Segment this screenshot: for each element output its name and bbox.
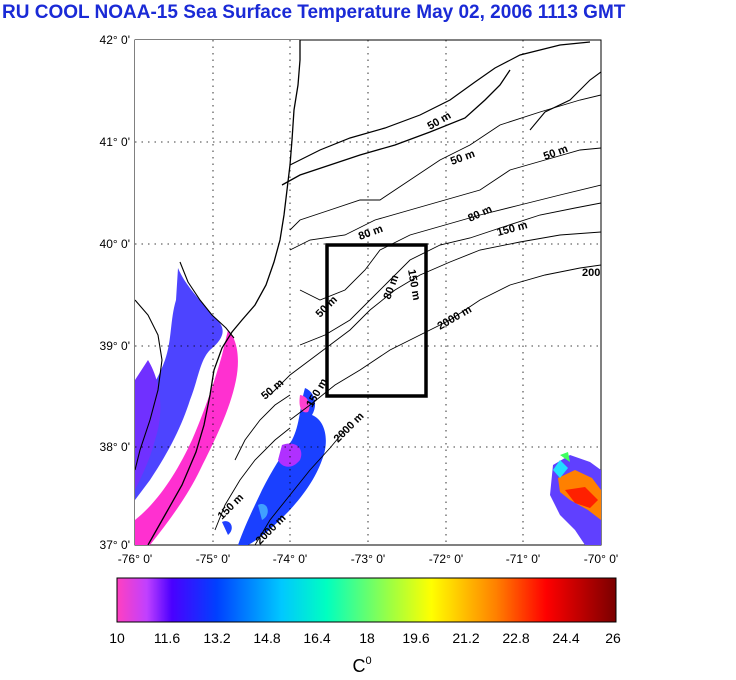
lon-label: -71° 0' — [506, 552, 540, 566]
map-title: RU COOL NOAA-15 Sea Surface Temperature … — [2, 2, 626, 23]
coastline — [147, 40, 301, 545]
sst-shelf-pink — [135, 330, 238, 545]
lat-label: 37° 0' — [100, 538, 130, 552]
sst-inner-bay — [135, 360, 161, 490]
lon-label: -74° 0' — [273, 552, 307, 566]
colorbar-tick: 14.8 — [253, 630, 280, 646]
sst-warm-green — [560, 452, 570, 462]
colorbar-tick: 24.4 — [552, 630, 579, 646]
lat-label: 39° 0' — [100, 339, 130, 353]
cape-cod-shore — [529, 71, 601, 131]
contour-80m — [299, 184, 601, 301]
lon-label: -75° 0' — [196, 552, 230, 566]
sst-purple-patch — [278, 443, 302, 467]
sst-cyan-patch — [258, 503, 268, 520]
contour-2000m-south — [254, 429, 346, 545]
colorbar-tick: 21.2 — [452, 630, 479, 646]
lat-label: 40° 0' — [100, 237, 130, 251]
colorbar-tick: 26 — [605, 630, 621, 646]
delaware-bay-shore — [179, 261, 235, 339]
contour-shelf-break — [269, 231, 601, 396]
long-island-shore — [281, 69, 511, 186]
contour-50m — [289, 147, 601, 251]
colorbar-tick: 22.8 — [502, 630, 529, 646]
new-england-shore — [289, 41, 591, 166]
lon-label: -72° 0' — [429, 552, 463, 566]
contour-label: 150 m — [405, 268, 422, 301]
sst-pink-patch — [299, 395, 310, 413]
contour-30m — [289, 94, 601, 231]
lat-label: 38° 0' — [100, 440, 130, 454]
colorbar-tick: 10 — [109, 630, 125, 646]
contour-2000m — [289, 264, 601, 421]
sst-warm-cyan — [553, 460, 568, 478]
colorbar-tick: 19.6 — [402, 630, 429, 646]
lon-label: -73° 0' — [351, 552, 385, 566]
lat-label: 41° 0' — [100, 135, 130, 149]
lon-label: -70° 0' — [584, 552, 618, 566]
lat-label: 42° 0' — [100, 33, 130, 47]
sst-warm-red — [565, 487, 598, 508]
study-area-box — [325, 243, 428, 398]
sst-small-patch — [222, 521, 232, 535]
colorbar — [116, 577, 617, 623]
colorbar-ticks: 10 11.6 13.2 14.8 16.4 18 19.6 21.2 22.8… — [109, 630, 621, 646]
colorbar-tick: 18 — [359, 630, 375, 646]
colorbar-tick: 11.6 — [154, 630, 180, 646]
lon-label: -76° 0' — [118, 552, 152, 566]
colorbar-tick: 16.4 — [303, 630, 330, 646]
sst-bay-swath — [135, 268, 223, 500]
colorbar-tick: 13.2 — [203, 630, 230, 646]
longitude-labels: -76° 0' -75° 0' -74° 0' -73° 0' -72° 0' … — [118, 552, 618, 566]
contour-label: 200 — [582, 267, 600, 279]
contour-50m-south — [234, 394, 291, 461]
latitude-labels: 42° 0' 41° 0' 40° 0' 39° 0' 38° 0' 37° 0… — [100, 33, 130, 552]
colorbar-unit-label: C0 — [352, 655, 371, 676]
contour-80m-south — [214, 427, 291, 531]
chesapeake-shore — [135, 299, 163, 471]
